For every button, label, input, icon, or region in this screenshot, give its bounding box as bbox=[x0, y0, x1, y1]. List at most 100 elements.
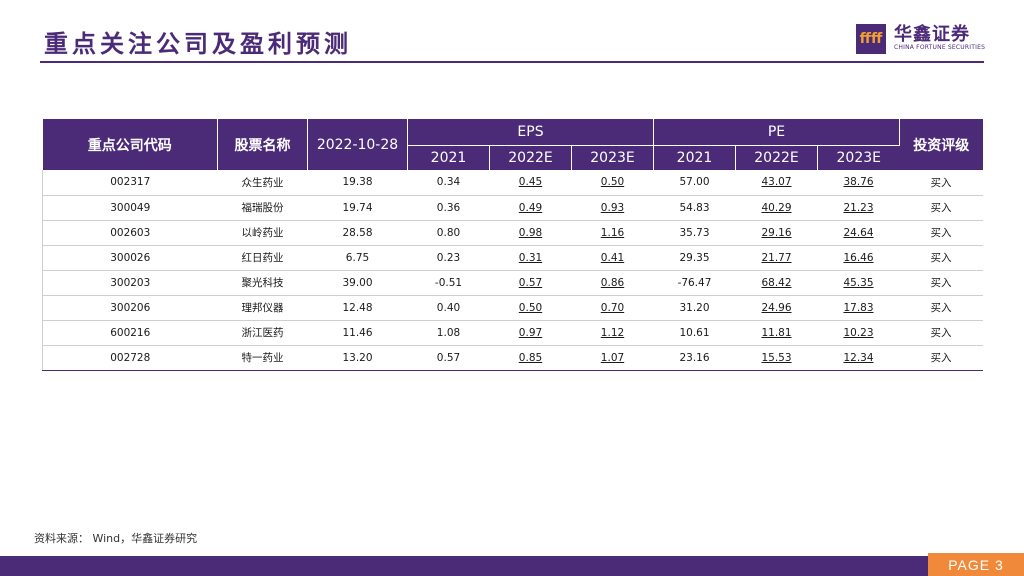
cell-pe-2021: 35.73 bbox=[653, 220, 736, 246]
cell-price-value: 28.58 bbox=[342, 226, 373, 239]
cell-pe-2022e-value: 43.07 bbox=[761, 176, 792, 189]
cell-eps-2021: 0.36 bbox=[407, 195, 490, 221]
cell-price-value: 6.75 bbox=[345, 251, 370, 264]
cell-rating: 买入 bbox=[899, 245, 983, 271]
header-pe-year: 2022E bbox=[735, 144, 818, 170]
cell-pe-2022e: 15.53 bbox=[735, 345, 818, 371]
cell-rating-value: 买入 bbox=[930, 227, 952, 239]
cell-name-value: 理邦仪器 bbox=[241, 302, 284, 314]
cell-eps-2023e-value: 0.41 bbox=[600, 251, 625, 264]
cell-pe-2021-value: 57.00 bbox=[679, 176, 710, 189]
cell-price-value: 12.48 bbox=[342, 301, 373, 314]
cell-rating-value: 买入 bbox=[930, 327, 952, 339]
cell-pe-2021: 31.20 bbox=[653, 295, 736, 321]
cell-pe-2023e-value: 38.76 bbox=[843, 176, 874, 189]
header-eps-year: 2021 bbox=[407, 144, 490, 170]
cell-rating-value: 买入 bbox=[930, 176, 952, 189]
cell-name-value: 以岭药业 bbox=[241, 227, 284, 239]
cell-pe-2022e: 40.29 bbox=[735, 195, 818, 221]
cell-code: 300049 bbox=[42, 195, 218, 221]
cell-rating: 买入 bbox=[899, 320, 983, 346]
table-row: 300206 理邦仪器 12.48 0.40 0.50 0.70 31.20 24.96 17.… bbox=[42, 295, 983, 321]
cell-eps-2023e: 0.41 bbox=[571, 245, 654, 271]
cell-rating-value: 买入 bbox=[930, 202, 952, 214]
cell-eps-2022e: 0.45 bbox=[489, 170, 572, 196]
header-date: 2022-10-28 bbox=[307, 119, 408, 170]
header-eps-year: 2023E bbox=[571, 144, 654, 170]
header-name: 股票名称 bbox=[217, 119, 308, 170]
cell-code: 300203 bbox=[42, 270, 218, 296]
cell-pe-2023e: 38.76 bbox=[817, 170, 900, 196]
cell-eps-2021: -0.51 bbox=[407, 270, 490, 296]
cell-pe-2021-value: 10.61 bbox=[679, 326, 710, 339]
cell-eps-2021-value: 0.23 bbox=[436, 251, 461, 264]
cell-rating: 买入 bbox=[899, 345, 983, 371]
cell-name: 福瑞股份 bbox=[217, 195, 308, 221]
cell-name-value: 浙江医药 bbox=[241, 327, 284, 339]
footer-bar bbox=[0, 556, 1024, 576]
cell-pe-2021: 23.16 bbox=[653, 345, 736, 371]
cell-eps-2021: 0.23 bbox=[407, 245, 490, 271]
cell-code-value: 300049 bbox=[110, 201, 151, 214]
cell-eps-2021: 1.08 bbox=[407, 320, 490, 346]
cell-pe-2023e-value: 17.83 bbox=[843, 301, 874, 314]
cell-pe-2023e-value: 24.64 bbox=[843, 226, 874, 239]
source-note: 资料来源： Wind，华鑫证券研究 bbox=[34, 532, 198, 545]
cell-rating-value: 买入 bbox=[930, 352, 952, 364]
cell-pe-2023e: 45.35 bbox=[817, 270, 900, 296]
cell-pe-2022e-value: 21.77 bbox=[761, 251, 792, 264]
cell-eps-2022e-value: 0.57 bbox=[518, 276, 543, 289]
cell-eps-2022e-value: 0.45 bbox=[518, 176, 543, 189]
cell-pe-2023e-value: 12.34 bbox=[843, 351, 874, 364]
cell-pe-2022e: 68.42 bbox=[735, 270, 818, 296]
cell-eps-2023e-value: 0.93 bbox=[600, 201, 625, 214]
cell-eps-2021-value: 0.36 bbox=[436, 201, 461, 214]
cell-name-value: 红日药业 bbox=[241, 252, 284, 264]
cell-eps-2022e: 0.57 bbox=[489, 270, 572, 296]
earnings-forecast-table: 重点公司代码 股票名称 2022-10-28 EPS PE 投资评级 2021 … bbox=[42, 119, 983, 371]
cell-name: 众生药业 bbox=[217, 170, 308, 196]
cell-eps-2023e: 1.16 bbox=[571, 220, 654, 246]
cell-eps-2021-value: 0.40 bbox=[436, 301, 461, 314]
cell-eps-2021: 0.57 bbox=[407, 345, 490, 371]
cell-pe-2021: 29.35 bbox=[653, 245, 736, 271]
cell-pe-2023e: 24.64 bbox=[817, 220, 900, 246]
cell-pe-2021: 54.83 bbox=[653, 195, 736, 221]
cell-eps-2022e: 0.85 bbox=[489, 345, 572, 371]
cell-code-value: 002603 bbox=[110, 226, 151, 239]
cell-eps-2022e-value: 0.50 bbox=[518, 301, 543, 314]
cell-pe-2022e: 21.77 bbox=[735, 245, 818, 271]
cell-eps-2022e-value: 0.98 bbox=[518, 226, 543, 239]
cell-pe-2023e-value: 16.46 bbox=[843, 251, 874, 264]
cell-name-value: 福瑞股份 bbox=[241, 202, 284, 214]
header-eps: EPS bbox=[407, 119, 654, 145]
cell-code: 300026 bbox=[42, 245, 218, 271]
cell-eps-2022e-value: 0.31 bbox=[518, 251, 543, 264]
cell-pe-2023e-value: 45.35 bbox=[843, 276, 874, 289]
cell-pe-2021-value: 29.35 bbox=[679, 251, 710, 264]
cell-pe-2021-value: 54.83 bbox=[679, 201, 710, 214]
cell-rating-value: 买入 bbox=[930, 252, 952, 264]
cell-eps-2023e-value: 1.16 bbox=[600, 226, 625, 239]
cell-code: 300206 bbox=[42, 295, 218, 321]
cell-pe-2022e-value: 29.16 bbox=[761, 226, 792, 239]
cell-code-value: 600216 bbox=[110, 326, 151, 339]
table-row: 300026 红日药业 6.75 0.23 0.31 0.41 29.35 21.77 16.4… bbox=[42, 245, 983, 271]
cell-eps-2023e-value: 1.07 bbox=[600, 351, 625, 364]
cell-name: 红日药业 bbox=[217, 245, 308, 271]
company-logo: ffff 华鑫证券 CHINA FORTUNE SECURITIES bbox=[856, 22, 986, 56]
table-row: 002317 众生药业 19.38 0.34 0.45 0.50 57.00 43.07 38.… bbox=[42, 170, 983, 196]
cell-eps-2022e: 0.31 bbox=[489, 245, 572, 271]
cell-eps-2022e-value: 0.85 bbox=[518, 351, 543, 364]
cell-code-value: 300206 bbox=[110, 301, 151, 314]
cell-eps-2022e-value: 0.49 bbox=[518, 201, 543, 214]
cell-eps-2021-value: 0.34 bbox=[436, 176, 461, 189]
cell-pe-2022e: 24.96 bbox=[735, 295, 818, 321]
cell-pe-2023e: 21.23 bbox=[817, 195, 900, 221]
header-code: 重点公司代码 bbox=[42, 119, 218, 170]
cell-eps-2023e: 0.50 bbox=[571, 170, 654, 196]
table-row: 300203 聚光科技 39.00 -0.51 0.57 0.86 -76.47 68.42 4… bbox=[42, 270, 983, 296]
cell-price: 28.58 bbox=[307, 220, 408, 246]
cell-rating: 买入 bbox=[899, 270, 983, 296]
cell-name: 以岭药业 bbox=[217, 220, 308, 246]
